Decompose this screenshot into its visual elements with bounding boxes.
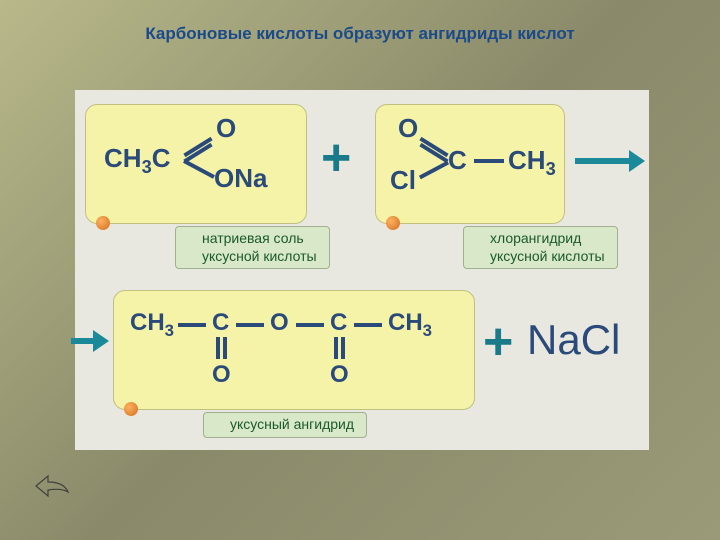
reactant1-box: CH3C O ONa bbox=[85, 104, 307, 224]
r1-label: натриевая соль уксусной кислоты bbox=[175, 226, 330, 269]
r1-ona: ONa bbox=[214, 163, 267, 194]
p-obl: O bbox=[212, 361, 231, 389]
r2-ch3: CH3 bbox=[508, 145, 556, 180]
reaction-panel: CH3C O ONa натриевая соль уксусной кисло… bbox=[75, 90, 649, 450]
p-cr: C bbox=[330, 309, 347, 337]
r2-bond-dn bbox=[419, 161, 449, 180]
nacl: NaCl bbox=[527, 316, 620, 364]
r1-ch3c: CH3C bbox=[104, 143, 170, 178]
product-box: CH3 C O C CH3 O O bbox=[113, 290, 475, 410]
r1-o-top: O bbox=[216, 113, 236, 144]
p-b3 bbox=[296, 323, 324, 327]
page-title: Карбоновые кислоты образуют ангидриды ки… bbox=[0, 0, 720, 44]
r2-bond-r bbox=[474, 159, 504, 163]
arrow-2 bbox=[71, 338, 95, 344]
plus-1: + bbox=[321, 128, 351, 188]
p-b1 bbox=[178, 323, 206, 327]
p-label: уксусный ангидрид bbox=[203, 412, 367, 438]
p-obr: O bbox=[330, 361, 349, 389]
p-b2 bbox=[236, 323, 264, 327]
r2-cl: Cl bbox=[390, 165, 416, 196]
return-button[interactable] bbox=[30, 470, 74, 507]
r2-o: O bbox=[398, 113, 418, 144]
p-dot bbox=[124, 402, 138, 416]
p-b4 bbox=[354, 323, 382, 327]
r2-dot bbox=[386, 216, 400, 230]
r2-label: хлорангидрид уксусной кислоты bbox=[463, 226, 618, 269]
p-cl: C bbox=[212, 309, 229, 337]
p-ch3l: CH3 bbox=[130, 309, 174, 341]
plus-2: + bbox=[483, 312, 513, 372]
r1-bond-dn bbox=[183, 159, 215, 178]
arrow-1 bbox=[575, 158, 631, 164]
p-ch3r: CH3 bbox=[388, 309, 432, 341]
r1-dot bbox=[96, 216, 110, 230]
r2-c: C bbox=[448, 145, 467, 176]
reactant2-box: O C CH3 Cl bbox=[375, 104, 565, 224]
p-om: O bbox=[270, 309, 289, 337]
